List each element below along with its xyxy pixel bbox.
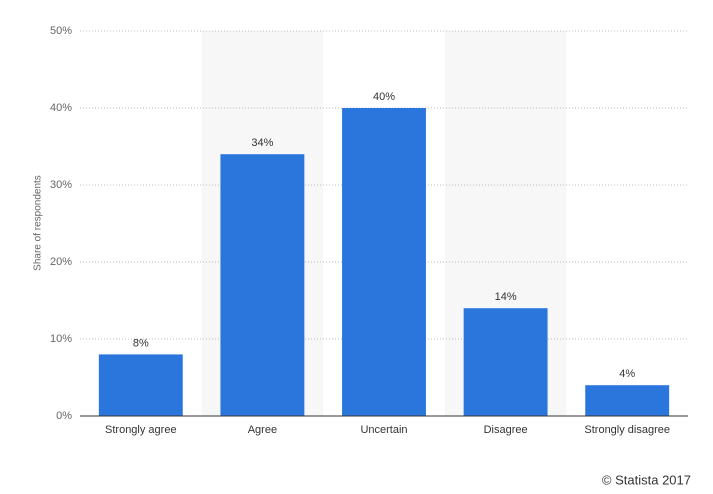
- x-tick-label: Strongly disagree: [584, 424, 670, 436]
- bar: [585, 385, 670, 416]
- y-tick-label: 30%: [50, 179, 72, 191]
- x-tick-label: Agree: [248, 424, 277, 436]
- y-tick-label: 20%: [50, 256, 72, 268]
- x-tick-label: Uncertain: [360, 424, 407, 436]
- y-tick-label: 0%: [56, 410, 72, 422]
- x-tick-label: Disagree: [484, 424, 528, 436]
- y-axis-label: Share of respondents: [33, 175, 44, 271]
- x-tick-label: Strongly agree: [105, 424, 177, 436]
- bar: [98, 354, 183, 416]
- y-tick-label: 10%: [50, 333, 72, 345]
- bar: [463, 308, 548, 416]
- value-label: 4%: [619, 368, 635, 380]
- value-label: 40%: [373, 91, 395, 103]
- value-label: 34%: [251, 137, 273, 149]
- credit: © Statista 2017: [602, 472, 691, 487]
- value-label: 8%: [133, 337, 149, 349]
- bar: [342, 108, 426, 416]
- bar: [220, 154, 305, 416]
- y-tick-label: 50%: [50, 25, 72, 37]
- y-tick-label: 40%: [50, 102, 72, 114]
- value-label: 14%: [495, 291, 517, 303]
